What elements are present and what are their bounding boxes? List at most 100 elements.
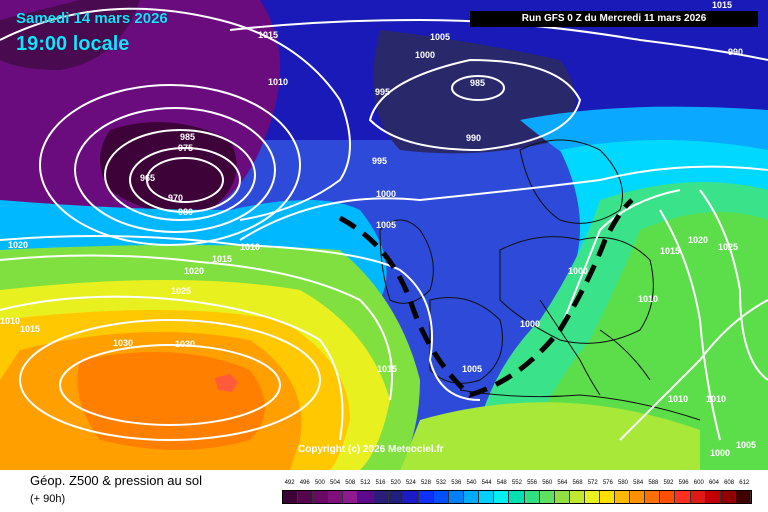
legend-title: Géop. Z500 & pression au sol: [30, 473, 202, 488]
scale-label: 492: [284, 480, 295, 486]
trough-line: [338, 198, 634, 398]
scale-swatch: [388, 491, 404, 503]
scale-label: 588: [648, 480, 659, 486]
scale-labels: 492 496 500 504 508 512 516 520 524 528 532 536 540 5…: [282, 478, 752, 488]
isobar-label: 1010: [0, 316, 20, 326]
isobar-label: 985: [470, 78, 485, 88]
isobar-label: 1025: [171, 286, 191, 296]
scale-label: 580: [618, 480, 629, 486]
scale-swatch: [358, 491, 374, 503]
scale-swatch: [675, 491, 691, 503]
isobar-label: 1030: [175, 339, 195, 349]
scale-label: 572: [587, 480, 598, 486]
scale-swatch: [720, 491, 736, 503]
isobar-label: 1030: [113, 338, 133, 348]
isobar-label: 1010: [240, 242, 260, 252]
scale-swatch: [343, 491, 359, 503]
scale-swatch: [539, 491, 555, 503]
scale-swatch: [630, 491, 646, 503]
scale-swatch: [660, 491, 676, 503]
legend-footer: Géop. Z500 & pression au sol (+ 90h) 492…: [0, 470, 768, 512]
scale-label: 608: [724, 480, 735, 486]
scale-swatch: [705, 491, 721, 503]
isobar-label: 1020: [8, 240, 28, 250]
isobar-label: 1010: [706, 394, 726, 404]
isobar-label: 1010: [638, 294, 658, 304]
scale-swatch: [494, 491, 510, 503]
isobar-labels: 1015 1005 990 1000 985 1010 990 995 985 …: [0, 0, 756, 458]
isobars: [0, 7, 768, 441]
isobar-label: 985: [180, 132, 195, 142]
scale-label: 500: [314, 480, 325, 486]
forecast-date: Samedi 14 mars 2026: [16, 10, 168, 27]
scale-label: 504: [330, 480, 341, 486]
scale-label: 528: [420, 480, 431, 486]
scale-swatch: [313, 491, 329, 503]
scale-label: 520: [390, 480, 401, 486]
scale-swatch: [524, 491, 540, 503]
isobar-label: 1025: [718, 242, 738, 252]
scale-swatch: [418, 491, 434, 503]
isobar-label: 1000: [710, 448, 730, 458]
scale-label: 524: [405, 480, 416, 486]
scale-label: 576: [602, 480, 613, 486]
scale-label: 552: [511, 480, 522, 486]
scale-label: 544: [481, 480, 492, 486]
scale-label: 496: [299, 480, 310, 486]
copyright-notice: Copyright (c) 2026 Meteociel.fr: [298, 444, 444, 455]
isobar-label: 1005: [462, 364, 482, 374]
scale-label: 596: [678, 480, 689, 486]
isobar-label: 1020: [688, 235, 708, 245]
isobar-label: 1000: [376, 189, 396, 199]
scale-swatch: [645, 491, 661, 503]
scale-label: 612: [739, 480, 750, 486]
isobar-label: 1015: [712, 0, 732, 10]
scale-swatch: [554, 491, 570, 503]
geopotential-field: [0, 0, 768, 470]
scale-swatch: [328, 491, 344, 503]
coastlines: [379, 139, 701, 421]
forecast-time: 19:00 locale: [16, 33, 130, 55]
scale-swatch: [584, 491, 600, 503]
isobar-label: 1005: [376, 220, 396, 230]
scale-label: 592: [663, 480, 674, 486]
scale-label: 584: [633, 480, 644, 486]
scale-label: 568: [572, 480, 583, 486]
isobar-label: 990: [466, 133, 481, 143]
scale-swatch: [690, 491, 706, 503]
scale-swatch: [403, 491, 419, 503]
isobar-label: 1015: [212, 254, 232, 264]
isobar-label: 1010: [268, 77, 288, 87]
scale-label: 560: [542, 480, 553, 486]
isobar-label: 1000: [520, 319, 540, 329]
scale-label: 540: [466, 480, 477, 486]
scale-swatch: [464, 491, 480, 503]
isobar-label: 1015: [660, 246, 680, 256]
isobar-label: 1000: [568, 266, 588, 276]
scale-swatch: [449, 491, 465, 503]
scale-label: 508: [345, 480, 356, 486]
scale-label: 532: [436, 480, 447, 486]
scale-label: 604: [708, 480, 719, 486]
scale-label: 548: [496, 480, 507, 486]
scale-label: 516: [375, 480, 386, 486]
scale-label: 600: [693, 480, 704, 486]
isobar-label: 1005: [736, 440, 756, 450]
scale-swatch: [298, 491, 314, 503]
isobar-label: 1005: [430, 32, 450, 42]
scale-swatch: [283, 491, 299, 503]
scale-label: 564: [557, 480, 568, 486]
isobar-label: 965: [140, 173, 155, 183]
scale-swatch: [433, 491, 450, 503]
isobar-label: 970: [168, 193, 183, 203]
isobar-label: 995: [375, 87, 390, 97]
isobar-label: 995: [372, 156, 387, 166]
scale-bar: [282, 490, 752, 504]
scale-swatch: [509, 491, 525, 503]
scale-swatch: [479, 491, 495, 503]
forecast-map: 1015 1005 990 1000 985 1010 990 995 985 …: [0, 0, 768, 470]
isobar-label: 980: [178, 207, 193, 217]
scale-label: 512: [360, 480, 371, 486]
isobar-label: 1020: [184, 266, 204, 276]
scale-swatch: [373, 491, 389, 503]
